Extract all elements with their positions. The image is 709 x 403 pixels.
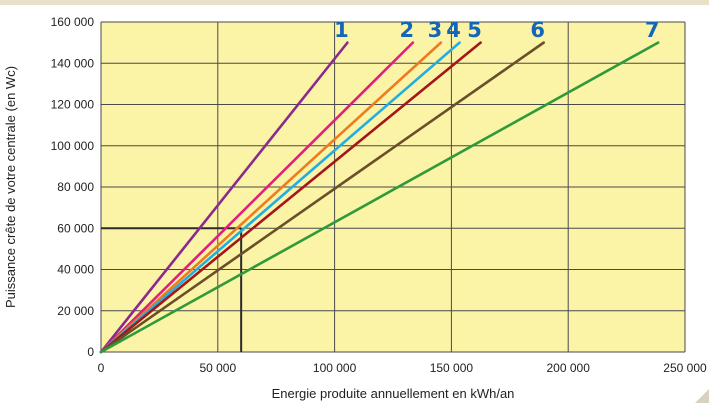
- series-label-1: 1: [334, 18, 349, 42]
- y-axis-title: Puissance crête de votre centrale (en Wc…: [3, 66, 18, 308]
- x-tick-labels: 0 50 000 100 000 150 000 200 000 250 000: [98, 361, 707, 375]
- x-axis-title: Energie produite annuellement en kWh/an: [272, 386, 515, 401]
- series-label-4: 4: [446, 18, 461, 42]
- series-label-6: 6: [530, 18, 545, 42]
- y-tick-labels: 0 20 000 40 000 60 000 80 000 100 000 120 000 1…: [51, 15, 95, 359]
- series-label-3: 3: [428, 18, 443, 42]
- x-tick-label: 0: [98, 361, 105, 375]
- x-tick-label: 200 000: [547, 361, 591, 375]
- page-corner-decoration: [695, 389, 709, 403]
- x-tick-label: 50 000: [199, 361, 236, 375]
- y-tick-label: 20 000: [57, 304, 94, 318]
- x-tick-label: 250 000: [663, 361, 707, 375]
- x-tick-label: 100 000: [313, 361, 357, 375]
- y-tick-label: 120 000: [51, 98, 95, 112]
- y-tick-label: 60 000: [57, 221, 94, 235]
- series-label-5: 5: [467, 18, 482, 42]
- series-label-2: 2: [400, 18, 415, 42]
- series-label-7: 7: [645, 18, 660, 42]
- y-tick-label: 40 000: [57, 263, 94, 277]
- y-tick-label: 140 000: [51, 56, 95, 70]
- y-tick-label: 80 000: [57, 180, 94, 194]
- y-tick-label: 100 000: [51, 139, 95, 153]
- y-tick-label: 0: [87, 345, 94, 359]
- y-tick-label: 160 000: [51, 15, 95, 29]
- x-tick-label: 150 000: [430, 361, 474, 375]
